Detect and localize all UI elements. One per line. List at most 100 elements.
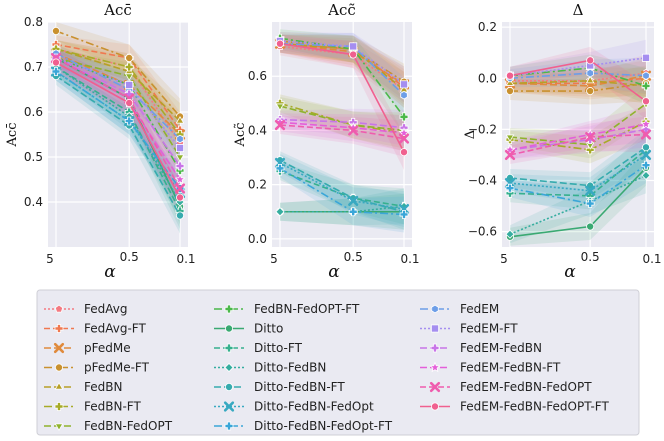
point-fedbn-fedopt-ft — [641, 81, 651, 91]
y-tick-label: 0.6 — [248, 69, 267, 83]
band-fedem-ft — [280, 31, 404, 103]
band-ditto-ft — [510, 131, 646, 210]
legend-swatch-marker — [429, 381, 441, 393]
point-fedem-ft — [642, 53, 651, 62]
legend-swatch-marker — [54, 304, 64, 313]
point-ditto-fedbn-fedopt — [640, 149, 652, 161]
point-ditto-fedbn-fedopt-ft — [275, 163, 285, 173]
legend-item-ditto-fedbn-ft: Ditto-FedBN-FT — [214, 380, 345, 394]
band-fedavg-ft — [280, 34, 404, 106]
point-fedem-fedbn-fedopt-ft — [125, 99, 134, 108]
point-ditto-fedbn-fedopt-ft — [348, 207, 358, 217]
legend-swatch-marker — [54, 402, 64, 411]
point-ditto-fedbn-fedopt-ft — [51, 67, 61, 76]
panel-title: Δ — [573, 1, 584, 19]
point-ditto-fedbn-fedopt-ft — [399, 210, 409, 219]
point-fedem-fedbn-fedopt-ft — [52, 58, 61, 67]
x-axis-label: α — [564, 262, 576, 282]
legend-label: Ditto-FedBN-FedOpt-FT — [254, 419, 393, 433]
y-tick-label: 0.2 — [478, 20, 497, 34]
point-fedem-fedbn — [175, 161, 185, 171]
legend-item-fedem-fedbn-fedopt: FedEM-FedBN-FedOPT — [420, 380, 592, 394]
point-ditto-fedbn-fedopt — [504, 177, 516, 189]
band-ditto-fedbn — [510, 157, 646, 244]
point-ditto-fedbn-fedopt-ft — [124, 116, 134, 126]
point-fedbn-fedopt-ft — [399, 112, 409, 122]
x-tick-label: 5 — [500, 252, 508, 266]
band-fedem-fedbn — [56, 49, 180, 184]
point-fedbn-fedopt — [275, 103, 285, 112]
legend-label: FedAvg — [84, 302, 127, 316]
point-fedbn-ft — [124, 62, 134, 72]
legend-label: FedEM-FedBN — [460, 341, 542, 355]
x-tick-label: 5 — [46, 252, 54, 266]
point-fedbn — [175, 116, 185, 124]
point-fedem-fedbn-fedopt — [174, 183, 186, 194]
legend-label: Ditto — [254, 322, 283, 336]
legend-label: Ditto-FedBN-FT — [254, 380, 345, 394]
legend-label: FedAvg-FT — [84, 322, 146, 336]
band-ditto-fedbn-fedopt — [510, 136, 646, 205]
point-fedem-fedbn-fedopt-ft — [586, 56, 595, 65]
series-line-ditto-fedbn-fedopt — [279, 162, 405, 210]
band-ditto-fedbn — [56, 58, 180, 220]
point-fedem-fedbn-fedopt — [348, 125, 359, 136]
legend-item-fedbn: FedBN — [44, 380, 122, 394]
legend-swatch-marker — [54, 382, 64, 390]
band-fedem-ft — [56, 49, 180, 166]
point-fedem-ft — [349, 42, 358, 51]
y-axis-label: Acc̄ — [5, 123, 20, 148]
x-axis-label: α — [328, 262, 340, 282]
y-axis-label: Δ — [463, 130, 478, 139]
point-fedem-fedbn-ft — [174, 173, 186, 185]
band-fedbn — [56, 40, 180, 139]
legend-swatch-marker — [224, 324, 233, 333]
legend-item-ditto-fedbn-fedopt: Ditto-FedBN-FedOpt — [214, 400, 374, 414]
chart-panels: 0.4 0.5 0.6 0.7 0.8 5 0.5 0.1 α Acc̄ Acc̄ 0.0 0.2 0.4… — [5, 1, 662, 282]
point-fedbn-fedopt — [175, 154, 185, 162]
legend-swatch-marker — [430, 324, 439, 333]
legend-swatch-marker — [429, 361, 441, 373]
x-tick-label: 0.5 — [344, 250, 363, 264]
band-ditto — [510, 149, 646, 246]
legend-label: FedEM — [460, 302, 499, 316]
legend-item-fedem: FedEM — [420, 302, 499, 316]
legend-item-fedem-ft: FedEM-FT — [420, 322, 518, 336]
point-ditto-fedbn — [275, 207, 285, 217]
legend-swatch-marker — [53, 342, 65, 354]
series-line-ditto-ft — [279, 170, 405, 208]
band-ditto-fedbn-fedopt-ft — [510, 147, 646, 218]
point-ditto — [586, 222, 595, 231]
point-pfedme-ft — [586, 87, 595, 96]
legend-swatch-marker — [54, 324, 64, 333]
y-tick-label: 0.4 — [24, 195, 43, 209]
point-fedem-ft — [125, 81, 134, 90]
legend-swatch-marker — [55, 363, 64, 372]
point-fedbn-ft — [585, 145, 595, 155]
band-fedbn — [280, 34, 404, 108]
series-line-ditto-fedbn — [509, 174, 647, 235]
x-tick-label: 0.1 — [642, 252, 661, 266]
plot-background — [272, 22, 412, 247]
point-ditto-fedbn-fedopt-ft — [585, 199, 595, 208]
point-ditto-fedbn-ft — [175, 211, 184, 220]
point-pfedme-ft — [505, 87, 514, 96]
point-fedem-fedbn-fedopt-ft — [175, 193, 184, 202]
legend-item-fedbn-fedopt-ft: FedBN-FedOPT-FT — [214, 302, 360, 316]
y-tick-label: −0.6 — [468, 225, 497, 239]
point-fedem-fedbn-fedopt — [640, 129, 652, 140]
panel-title: Acc̄ — [103, 1, 132, 19]
point-fedem-fedbn-ft — [640, 118, 652, 130]
legend-item-fedbn-fedopt: FedBN-FedOPT — [44, 419, 173, 433]
legend-swatch-marker — [223, 401, 235, 412]
y-tick-label: −0.4 — [468, 174, 497, 188]
legend-item-ditto-ft: Ditto-FT — [214, 341, 303, 355]
band-ditto-fedbn-fedopt-ft — [280, 159, 404, 233]
band-fedem-fedbn-ft — [56, 53, 180, 198]
legend-label: FedBN-FedOPT — [84, 419, 173, 433]
y-tick-label: −0.2 — [468, 122, 497, 136]
point-fedem — [642, 71, 650, 80]
y-tick-label: 0.8 — [24, 15, 43, 29]
legend-item-fedbn-ft: FedBN-FT — [44, 400, 141, 414]
